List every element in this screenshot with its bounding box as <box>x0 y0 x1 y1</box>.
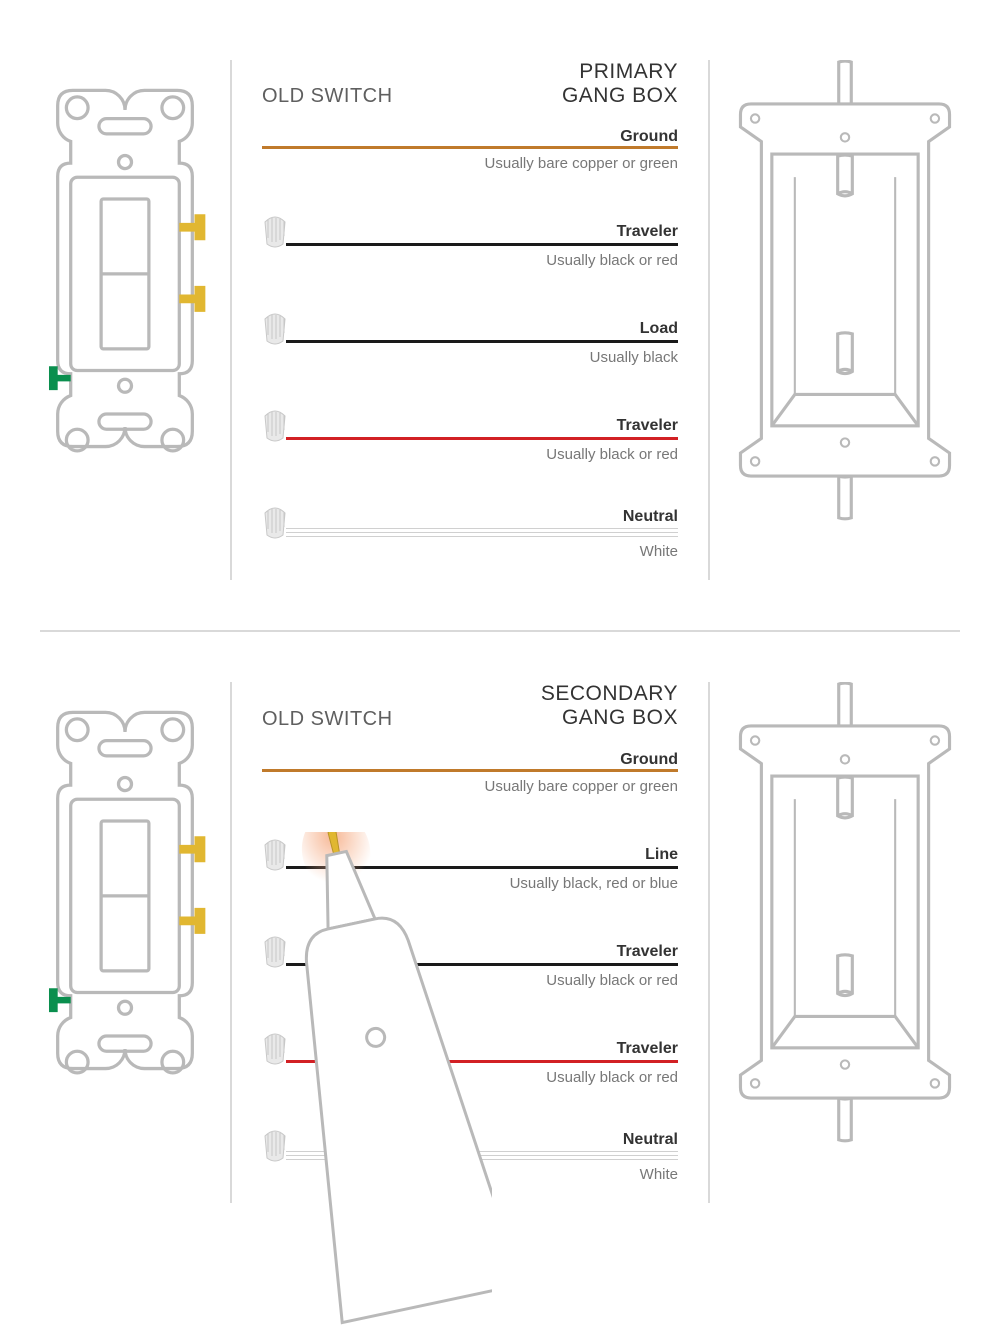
vertical-divider <box>230 60 232 580</box>
vertical-divider <box>708 60 710 580</box>
wire-name: Neutral <box>286 508 678 526</box>
wire-desc: Usually black or red <box>262 446 678 463</box>
wire-traveler-2: Traveler Usually black or red <box>262 1009 678 1086</box>
old-switch-label: OLD SWITCH <box>262 85 393 108</box>
wire-neutral: Neutral White <box>262 483 678 560</box>
wire-load: Load Usually black <box>262 289 678 366</box>
secondary-gangbox-label: SECONDARYGANG BOX <box>541 682 678 730</box>
primary-gangbox-drawing <box>730 60 960 522</box>
wire-ground: Ground Usually bare copper or green <box>262 751 678 795</box>
wire-desc: White <box>262 1166 678 1183</box>
wire-traveler-1: Traveler Usually black or red <box>262 912 678 989</box>
old-switch-drawing <box>40 682 210 1112</box>
wire-nut-icon <box>262 932 288 966</box>
vertical-divider <box>230 682 232 1202</box>
wire-desc: White <box>262 543 678 560</box>
wire-desc: Usually bare copper or green <box>262 778 678 795</box>
wire-desc: Usually black <box>262 349 678 366</box>
wire-name: Traveler <box>286 417 678 435</box>
old-switch-drawing <box>40 60 210 490</box>
secondary-panel: OLD SWITCH SECONDARYGANG BOX Ground Usua… <box>40 662 960 1222</box>
wire-ground: Ground Usually bare copper or green <box>262 128 678 172</box>
wire-nut-icon <box>262 1029 288 1063</box>
wire-name: Traveler <box>286 943 678 961</box>
primary-center-column: OLD SWITCH PRIMARYGANG BOX Ground Usuall… <box>252 60 688 580</box>
wire-nut-icon <box>262 212 288 246</box>
primary-gangbox-label: PRIMARYGANG BOX <box>562 60 678 108</box>
wire-desc: Usually black, red or blue <box>262 875 678 892</box>
horizontal-divider <box>40 630 960 632</box>
wire-desc: Usually black or red <box>262 252 678 269</box>
wire-name: Load <box>286 320 678 338</box>
secondary-center-column: OLD SWITCH SECONDARYGANG BOX Ground Usua… <box>252 682 688 1202</box>
wire-name: Line <box>286 846 678 864</box>
wire-nut-icon <box>262 503 288 537</box>
wire-name: Neutral <box>286 1131 678 1149</box>
primary-panel: OLD SWITCH PRIMARYGANG BOX Ground Usuall… <box>40 40 960 600</box>
wire-nut-icon <box>262 1126 288 1160</box>
wire-nut-icon <box>262 835 288 869</box>
wire-neutral: Neutral White <box>262 1106 678 1183</box>
wire-line: Line Usually black, red or blue <box>262 815 678 892</box>
wire-name: Ground <box>620 128 678 146</box>
secondary-gangbox-drawing <box>730 682 960 1144</box>
wire-name: Traveler <box>286 1040 678 1058</box>
wire-desc: Usually black or red <box>262 972 678 989</box>
wire-desc: Usually black or red <box>262 1069 678 1086</box>
wire-traveler-1: Traveler Usually black or red <box>262 192 678 269</box>
wire-name: Ground <box>620 751 678 769</box>
wire-nut-icon <box>262 309 288 343</box>
wire-traveler-2: Traveler Usually black or red <box>262 386 678 463</box>
old-switch-label: OLD SWITCH <box>262 708 393 731</box>
wire-desc: Usually bare copper or green <box>262 155 678 172</box>
vertical-divider <box>708 682 710 1202</box>
wire-nut-icon <box>262 406 288 440</box>
wire-name: Traveler <box>286 223 678 241</box>
